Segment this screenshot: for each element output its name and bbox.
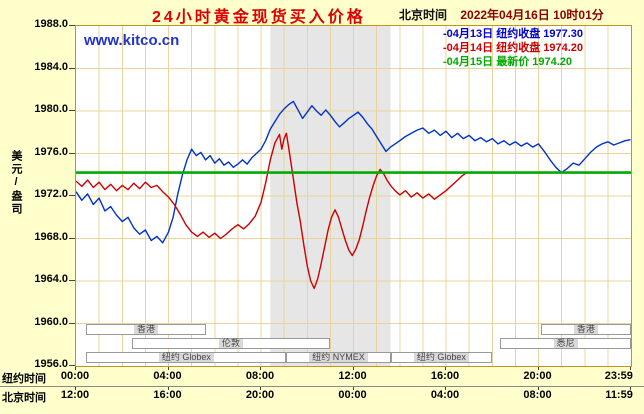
ny-tick-label: 23:59 — [604, 370, 633, 382]
session-box: 纽约 Globex — [86, 352, 287, 363]
session-label: 香港 — [133, 325, 158, 334]
clock-value: 2022年04月16日 10时01分 — [460, 8, 604, 22]
y-tick-label: 1964.0 — [34, 273, 68, 285]
legend-item: -04月13日 纽约收盘 1977.30 — [443, 28, 584, 40]
y-tick-label: 1988.0 — [34, 18, 68, 30]
session-box: 悉尼 — [500, 338, 631, 349]
ny-tick-mark — [537, 367, 539, 370]
legend: -04月13日 纽约收盘 1977.30 -04月14日 纽约收盘 1974.20… — [443, 27, 583, 69]
bj-tick-mark — [167, 387, 169, 390]
market-sessions: 香港 香港伦敦 悉尼纽约 Globex 纽约 NYMEX 纽约 Globex — [76, 26, 631, 366]
y-tick-label: 1968.0 — [34, 230, 68, 243]
bj-tick-label: 12:00 — [60, 389, 90, 401]
ny-tick-label: 04:00 — [153, 370, 182, 382]
session-label: 香港 — [573, 325, 598, 334]
bj-tick-label: 11:59 — [605, 389, 633, 401]
session-label: 伦敦 — [218, 339, 243, 348]
ny-tick-mark — [629, 367, 631, 370]
bj-tick-mark — [445, 387, 446, 390]
page-title: 24小时黄金现货买入价格 — [152, 9, 366, 26]
session-box: 伦敦 — [131, 338, 331, 349]
clock-label: 北京时间 — [399, 8, 448, 22]
bj-tick-label: 16:00 — [153, 389, 182, 401]
y-tick-label: 1984.0 — [34, 60, 68, 73]
bj-tick-label: 08:00 — [523, 389, 552, 401]
y-tick-label: 1980.0 — [34, 103, 68, 115]
session-box: 纽约 NYMEX — [286, 352, 391, 363]
y-tick-label: 1956.0 — [34, 358, 68, 370]
price-series-0 — [76, 100, 631, 244]
bj-tick-mark — [537, 387, 539, 390]
legend-item: -04月14日 纽约收盘 1974.20 — [443, 42, 584, 54]
session-box: 香港 — [86, 324, 206, 335]
beijing-clock: 北京时间 2022年04月16日 10时01分 — [399, 6, 604, 23]
ny-tick-label: 00:00 — [60, 370, 90, 382]
ny-tick-label: 12:00 — [338, 370, 367, 382]
price-series-1 — [76, 132, 468, 290]
bj-tick-mark — [260, 387, 261, 390]
ny-tick-mark — [445, 367, 446, 370]
session-label: 纽约 Globex — [158, 353, 214, 362]
ny-tick-mark — [167, 367, 169, 370]
bj-tick-mark — [352, 387, 354, 390]
bj-tick-mark — [629, 387, 631, 390]
x-axis-name-bj: 北京时间 — [2, 392, 46, 404]
beijing-axis-line — [0, 386, 644, 387]
y-axis-title: 美元/盎司 — [10, 150, 22, 216]
bj-tick-label: 04:00 — [430, 389, 460, 401]
ny-tick-mark — [260, 367, 261, 370]
ny-tick-label: 16:00 — [430, 370, 460, 382]
ny-tick-mark — [352, 367, 354, 370]
session-label: 纽约 Globex — [413, 353, 469, 362]
legend-item: -04月15日 最新价 1974.20 — [443, 56, 573, 68]
ny-tick-mark — [75, 367, 76, 370]
session-box: 香港 — [540, 324, 631, 335]
session-box: 纽约 Globex — [390, 352, 493, 363]
ny-tick-label: 08:00 — [245, 370, 275, 382]
y-tick-label: 1960.0 — [34, 315, 68, 328]
bj-tick-label: 00:00 — [338, 389, 367, 401]
bj-tick-mark — [75, 387, 76, 390]
session-label: 悉尼 — [553, 339, 578, 348]
bj-tick-label: 20:00 — [245, 389, 275, 401]
price-chart — [76, 26, 631, 366]
x-axis-name-ny: 纽约时间 — [2, 373, 46, 385]
plot-area: www.kitco.cn 香港 香港伦敦 悉尼纽约 Globex 纽约 NYMEX 纽约… — [75, 25, 632, 367]
ny-tick-label: 20:00 — [523, 370, 552, 382]
session-label: 纽约 NYMEX — [309, 353, 368, 362]
kitco-watermark: www.kitco.cn — [84, 32, 180, 49]
